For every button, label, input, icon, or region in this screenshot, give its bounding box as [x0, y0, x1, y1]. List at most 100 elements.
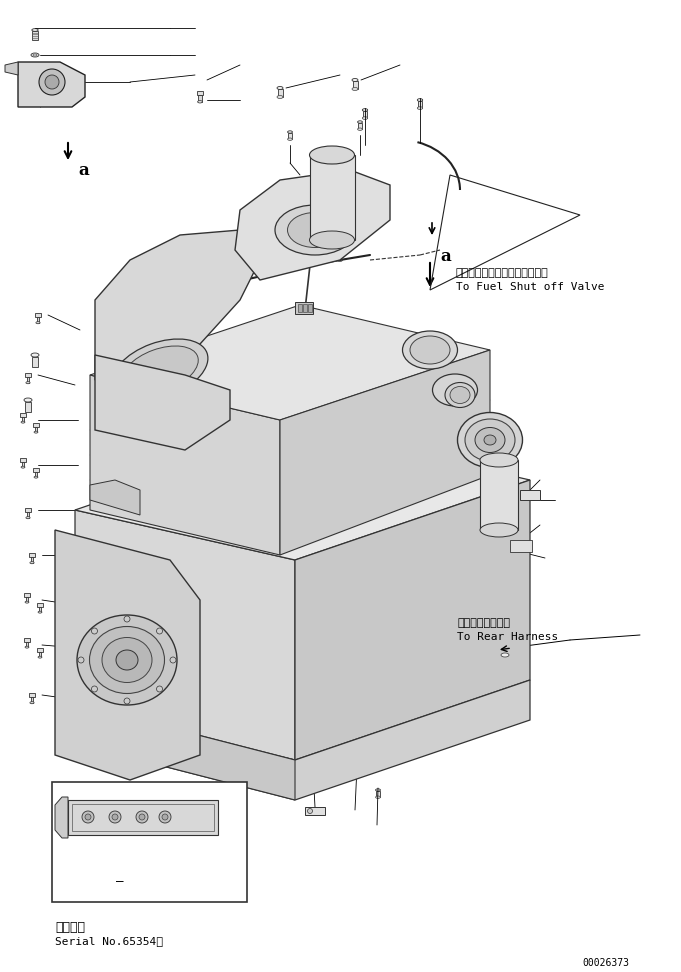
Ellipse shape — [21, 421, 25, 423]
Bar — [298, 304, 302, 312]
Bar — [72, 804, 214, 831]
Ellipse shape — [450, 387, 470, 403]
Ellipse shape — [445, 383, 475, 407]
Polygon shape — [55, 530, 200, 780]
Ellipse shape — [503, 645, 507, 648]
Bar — [37, 648, 43, 652]
Text: 00026373: 00026373 — [582, 958, 629, 968]
Polygon shape — [295, 480, 530, 760]
Polygon shape — [90, 480, 140, 515]
Ellipse shape — [197, 100, 202, 103]
Bar — [197, 90, 203, 95]
Ellipse shape — [77, 615, 177, 705]
Circle shape — [39, 69, 65, 95]
Ellipse shape — [287, 213, 343, 248]
Bar — [25, 508, 31, 512]
Bar — [510, 540, 532, 552]
Polygon shape — [120, 680, 530, 800]
Circle shape — [124, 616, 130, 622]
Bar — [31, 697, 33, 703]
Ellipse shape — [501, 653, 509, 657]
Circle shape — [91, 628, 97, 634]
Ellipse shape — [287, 138, 292, 140]
Ellipse shape — [309, 231, 355, 249]
Text: Serial No.65354～: Serial No.65354～ — [55, 936, 163, 946]
Polygon shape — [18, 62, 85, 107]
Ellipse shape — [287, 131, 292, 133]
Ellipse shape — [122, 346, 198, 394]
Ellipse shape — [275, 205, 355, 255]
Text: フゥエルシャットオフバルブヘ: フゥエルシャットオフバルブヘ — [456, 268, 549, 278]
Bar — [27, 377, 29, 383]
Polygon shape — [280, 350, 490, 555]
Ellipse shape — [417, 107, 423, 110]
Circle shape — [78, 657, 84, 663]
Ellipse shape — [102, 638, 152, 682]
Text: a: a — [78, 162, 89, 179]
Bar — [33, 423, 39, 427]
Bar — [52, 782, 247, 902]
Bar — [305, 807, 325, 815]
Ellipse shape — [309, 146, 355, 164]
Bar — [22, 462, 25, 468]
Bar — [25, 373, 31, 377]
Ellipse shape — [34, 476, 38, 478]
Ellipse shape — [30, 562, 34, 564]
Ellipse shape — [432, 374, 477, 406]
Bar — [25, 402, 31, 412]
Polygon shape — [95, 230, 260, 380]
Ellipse shape — [38, 656, 42, 658]
Ellipse shape — [25, 601, 29, 603]
Bar — [25, 593, 29, 597]
Bar — [295, 302, 313, 314]
Text: —: — — [116, 875, 124, 888]
Ellipse shape — [21, 467, 25, 469]
Text: 適用号機: 適用号機 — [55, 921, 85, 934]
Circle shape — [45, 75, 59, 89]
Bar — [363, 111, 367, 119]
Polygon shape — [75, 430, 530, 560]
Bar — [35, 472, 37, 477]
Text: リヤーハーネスヘ: リヤーハーネスヘ — [457, 618, 510, 628]
Bar — [288, 133, 292, 139]
Ellipse shape — [88, 850, 92, 852]
Circle shape — [162, 814, 168, 820]
Ellipse shape — [38, 611, 42, 613]
Ellipse shape — [352, 79, 358, 82]
Bar — [27, 512, 29, 518]
Ellipse shape — [410, 336, 450, 364]
Ellipse shape — [484, 435, 496, 445]
Circle shape — [85, 814, 91, 820]
Bar — [310, 155, 355, 240]
Ellipse shape — [36, 322, 40, 324]
Polygon shape — [5, 62, 18, 75]
Ellipse shape — [480, 453, 518, 467]
Bar — [480, 460, 518, 530]
Bar — [26, 642, 29, 647]
Ellipse shape — [26, 382, 30, 384]
Bar — [25, 638, 29, 642]
Bar — [22, 417, 25, 422]
Ellipse shape — [362, 109, 368, 112]
Circle shape — [157, 628, 163, 634]
Polygon shape — [90, 375, 280, 555]
Bar — [20, 413, 26, 417]
Bar — [31, 557, 33, 563]
Bar — [29, 553, 35, 557]
Ellipse shape — [480, 523, 518, 537]
Ellipse shape — [34, 432, 38, 434]
Circle shape — [112, 814, 118, 820]
Text: To Fuel Shut off Valve: To Fuel Shut off Valve — [456, 282, 605, 292]
Ellipse shape — [277, 87, 283, 89]
Bar — [32, 357, 38, 367]
Circle shape — [170, 657, 176, 663]
Bar — [32, 31, 37, 40]
Bar — [68, 800, 218, 835]
Polygon shape — [235, 170, 390, 280]
Bar — [35, 427, 37, 433]
Bar — [417, 101, 422, 108]
Ellipse shape — [376, 789, 381, 791]
Bar — [39, 652, 42, 657]
Bar — [35, 313, 41, 317]
Bar — [376, 791, 380, 797]
